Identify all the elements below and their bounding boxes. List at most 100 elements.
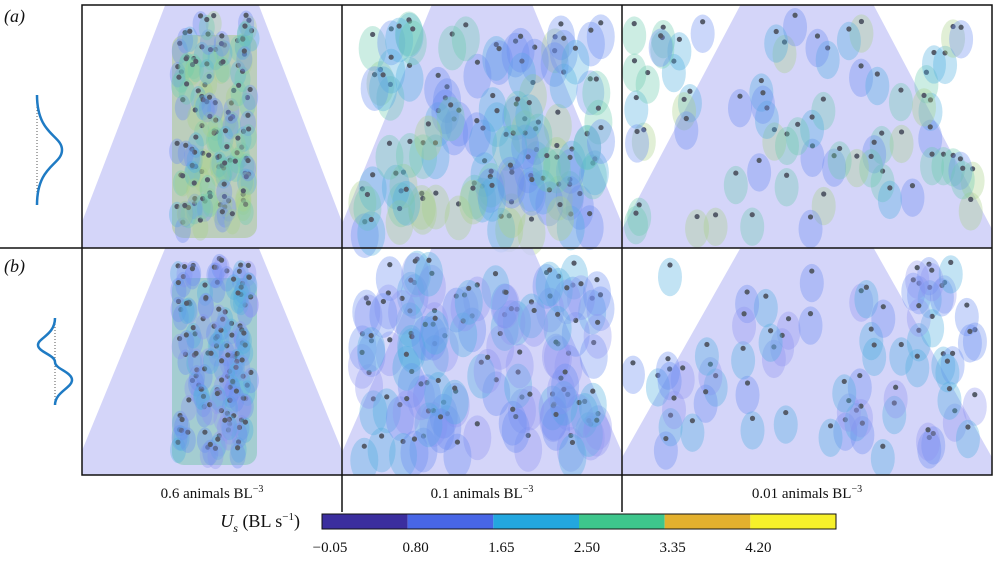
flow-blob [543, 305, 572, 351]
animal [242, 419, 249, 425]
animal [704, 341, 710, 348]
flow-blob [229, 442, 246, 469]
animal [967, 328, 973, 334]
animal [926, 261, 932, 267]
flow-blob [215, 163, 232, 189]
flow-blob [505, 343, 534, 389]
flow-blob [929, 278, 954, 317]
flow-blob [818, 418, 843, 457]
animal [660, 24, 666, 30]
animal [950, 23, 956, 30]
animal [454, 439, 461, 445]
animal [749, 212, 755, 218]
flow-blob [799, 263, 824, 303]
flow-blob [176, 200, 193, 227]
flow-blob [524, 113, 553, 159]
flow-blob [920, 309, 945, 348]
animal [859, 420, 865, 426]
animal [949, 350, 956, 356]
animal [420, 433, 427, 439]
animal [175, 64, 181, 70]
flow-blob [190, 86, 207, 112]
flow-blob [657, 257, 682, 297]
animal [219, 33, 225, 39]
flow-blob [197, 196, 214, 222]
flow-blob [200, 150, 217, 176]
animal [400, 169, 407, 175]
flow-blob [578, 382, 607, 428]
animal [712, 212, 719, 218]
flow-blob [941, 19, 966, 58]
flow-blob [176, 261, 193, 288]
flow-blob [195, 313, 212, 340]
animal [703, 389, 709, 395]
flow-blob [240, 155, 257, 182]
animal [887, 185, 893, 191]
animal [211, 323, 217, 329]
flow-blob [918, 119, 943, 159]
animal [630, 360, 636, 366]
animal [224, 343, 230, 349]
animal [222, 128, 229, 134]
animal [513, 413, 519, 420]
animal [175, 263, 181, 269]
animal [177, 40, 183, 46]
flow-blob [942, 403, 967, 442]
colorbar-tick-label: 0.80 [403, 540, 429, 556]
flow-blob [216, 158, 233, 184]
flow-blob [214, 56, 231, 83]
animal [556, 273, 562, 279]
flow-blob [916, 422, 941, 461]
flow-blob [582, 411, 611, 457]
animal [239, 357, 245, 363]
flow-blob [357, 332, 386, 378]
flow-blob [227, 156, 244, 182]
flow-blob [566, 275, 595, 321]
flow-blob [350, 437, 379, 475]
animal [204, 61, 210, 67]
animal [909, 183, 916, 189]
flow-blob [214, 160, 231, 187]
flow-blob [221, 366, 238, 393]
flow-blob [216, 179, 233, 205]
flow-blob [421, 309, 450, 355]
flow-blob [912, 88, 937, 127]
animal [455, 201, 462, 207]
flow-blob [772, 34, 797, 74]
animal [214, 333, 220, 340]
flow-blob [232, 321, 249, 347]
flow-blob [957, 324, 982, 363]
animal [809, 143, 816, 149]
animal [663, 435, 669, 442]
animal [671, 58, 677, 64]
animal [229, 211, 235, 217]
animal [242, 342, 248, 348]
flow-blob [395, 56, 424, 102]
animal [453, 293, 459, 299]
flow-blob [230, 60, 247, 87]
animal [246, 17, 252, 23]
animal [555, 109, 561, 115]
flow-blob [859, 321, 884, 361]
animal [199, 122, 205, 129]
animal [398, 188, 404, 194]
flow-blob [216, 415, 233, 442]
flow-blob [213, 255, 230, 281]
animal [590, 388, 596, 394]
animal [490, 92, 496, 99]
animal [926, 434, 932, 441]
animal [406, 17, 412, 23]
animal [565, 391, 571, 397]
animal [567, 154, 573, 160]
flow-blob [369, 293, 398, 338]
flow-blob [419, 402, 448, 447]
animal [202, 429, 208, 435]
flow-blob [515, 94, 544, 139]
wake [622, 248, 992, 475]
flow-blob [392, 180, 421, 226]
animal [488, 168, 494, 174]
flow-blob [392, 390, 421, 435]
animal [641, 127, 647, 133]
colorbar-segment [579, 514, 665, 529]
flow-blob [190, 380, 207, 406]
